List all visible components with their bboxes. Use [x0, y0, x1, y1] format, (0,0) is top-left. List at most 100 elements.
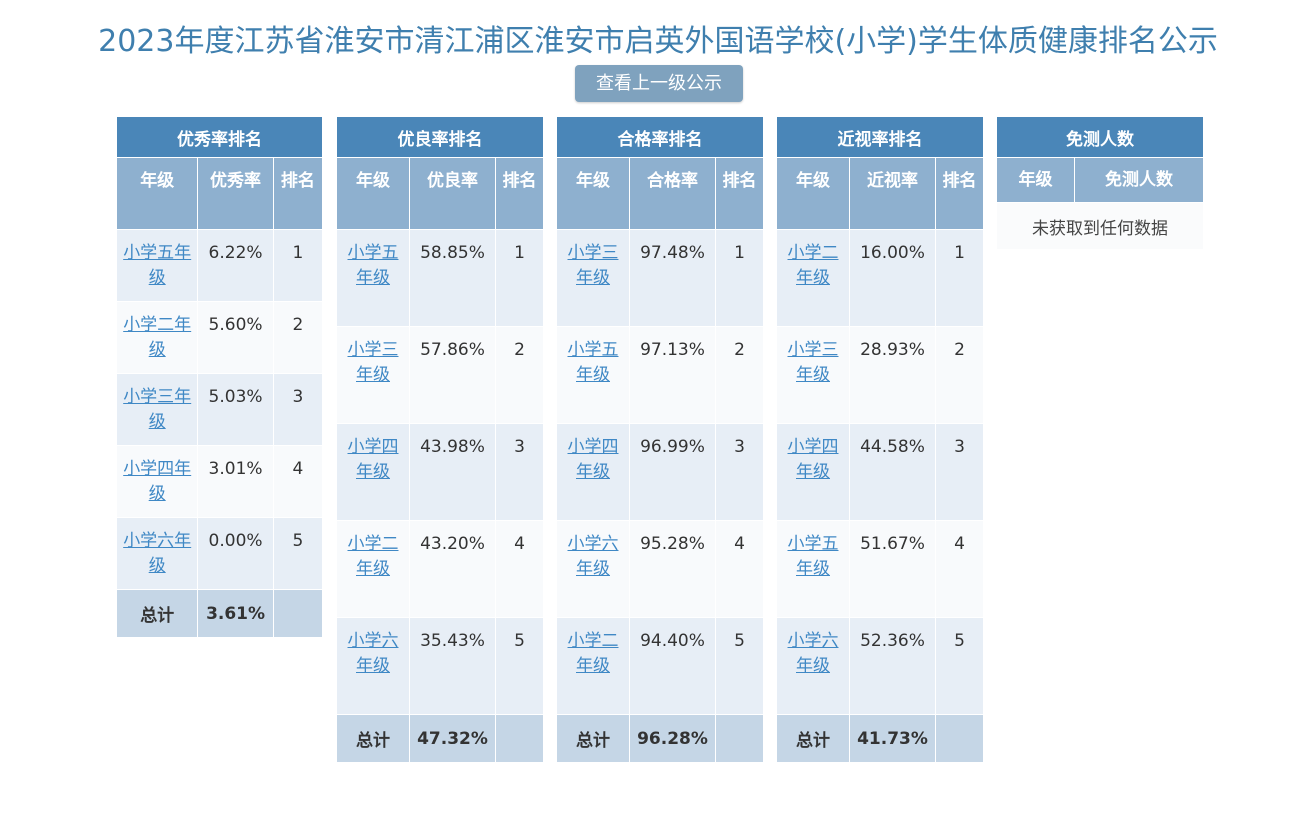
- grade-link[interactable]: 小学三年级: [123, 387, 192, 432]
- rank-value: 1: [494, 229, 545, 327]
- grade-link[interactable]: 小学六年级: [787, 631, 839, 676]
- column-header-rank: 排名: [934, 157, 985, 230]
- rank-value: 3: [494, 423, 545, 521]
- grade-link[interactable]: 小学六年级: [567, 534, 619, 579]
- grade-link[interactable]: 小学二年级: [567, 631, 619, 676]
- rank-value: 1: [714, 229, 765, 327]
- grade-link[interactable]: 小学六年级: [123, 531, 192, 576]
- table-row: 小学六年级 52.36% 5: [776, 617, 985, 715]
- grade-link[interactable]: 小学五年级: [123, 243, 192, 288]
- rate-value: 35.43%: [409, 617, 496, 715]
- rank-value: 4: [494, 520, 545, 618]
- total-label: 总计: [336, 714, 410, 763]
- rank-value: 2: [494, 326, 545, 424]
- column-header-rank: 排名: [494, 157, 545, 230]
- rank-value: 3: [714, 423, 765, 521]
- table-row: 小学四年级 3.01% 4: [115, 445, 324, 518]
- total-empty-cell: [714, 714, 765, 763]
- table-row: 小学三年级 97.48% 1: [556, 229, 765, 327]
- rate-value: 28.93%: [849, 326, 936, 424]
- table-caption: 免测人数: [996, 116, 1204, 158]
- column-header-grade: 年级: [996, 157, 1075, 203]
- grade-link[interactable]: 小学五年级: [347, 243, 399, 288]
- table-row: 小学四年级 44.58% 3: [776, 423, 985, 521]
- rate-value: 43.20%: [409, 520, 496, 618]
- pass-rate-table: 合格率排名 年级 合格率 排名 小学三年级 97.48% 1 小学五年级 97.…: [555, 116, 765, 763]
- column-header-rate: 优秀率: [197, 157, 274, 230]
- rate-value: 97.13%: [629, 326, 716, 424]
- table-row: 小学三年级 5.03% 3: [115, 373, 324, 446]
- table-caption: 优良率排名: [335, 116, 545, 158]
- grade-link[interactable]: 小学三年级: [567, 243, 619, 288]
- table-row: 小学二年级 43.20% 4: [336, 520, 545, 618]
- grade-link[interactable]: 小学二年级: [123, 315, 192, 360]
- table-row: 小学二年级 5.60% 2: [115, 301, 324, 374]
- grade-link[interactable]: 小学三年级: [347, 340, 399, 385]
- rank-value: 4: [934, 520, 985, 618]
- total-empty-cell: [494, 714, 545, 763]
- table-row: 小学五年级 58.85% 1: [336, 229, 545, 327]
- rate-value: 52.36%: [849, 617, 936, 715]
- total-row: 总计 41.73%: [776, 714, 985, 763]
- table-row: 小学五年级 6.22% 1: [115, 229, 324, 302]
- rate-value: 96.99%: [629, 423, 716, 521]
- view-parent-notice-button[interactable]: 查看上一级公示: [575, 65, 743, 102]
- grade-link[interactable]: 小学四年级: [123, 459, 192, 504]
- total-row: 总计 96.28%: [556, 714, 765, 763]
- rank-value: 1: [934, 229, 985, 327]
- total-value: 41.73%: [849, 714, 936, 763]
- rank-value: 3: [272, 373, 324, 446]
- rate-value: 44.58%: [849, 423, 936, 521]
- table-row: 小学六年级 35.43% 5: [336, 617, 545, 715]
- total-value: 96.28%: [629, 714, 716, 763]
- table-row: 小学五年级 97.13% 2: [556, 326, 765, 424]
- table-row: 小学三年级 57.86% 2: [336, 326, 545, 424]
- grade-link[interactable]: 小学四年级: [347, 437, 399, 482]
- table-row: 小学三年级 28.93% 2: [776, 326, 985, 424]
- column-header-rank: 排名: [272, 157, 324, 230]
- column-header-rate: 合格率: [629, 157, 716, 230]
- rank-value: 5: [272, 517, 324, 590]
- rank-value: 5: [494, 617, 545, 715]
- total-value: 47.32%: [409, 714, 496, 763]
- grade-link[interactable]: 小学四年级: [567, 437, 619, 482]
- grade-link[interactable]: 小学六年级: [347, 631, 399, 676]
- total-row: 总计 3.61%: [115, 589, 324, 638]
- rate-value: 57.86%: [409, 326, 496, 424]
- rate-value: 16.00%: [849, 229, 936, 327]
- rank-value: 2: [714, 326, 765, 424]
- rate-value: 5.60%: [197, 301, 274, 374]
- rate-value: 0.00%: [197, 517, 274, 590]
- exempt-count-panel: 免测人数 年级 免测人数 未获取到任何数据: [996, 116, 1204, 250]
- good-rate-table: 优良率排名 年级 优良率 排名 小学五年级 58.85% 1 小学三年级 57.…: [335, 116, 545, 763]
- rate-value: 43.98%: [409, 423, 496, 521]
- table-row: 小学四年级 43.98% 3: [336, 423, 545, 521]
- good-rate-panel: 优良率排名 年级 优良率 排名 小学五年级 58.85% 1 小学三年级 57.…: [335, 116, 545, 763]
- page-title: 2023年度江苏省淮安市清江浦区淮安市启英外国语学校(小学)学生体质健康排名公示: [98, 24, 1218, 59]
- rate-value: 6.22%: [197, 229, 274, 302]
- rate-value: 3.01%: [197, 445, 274, 518]
- column-header-grade: 年级: [776, 157, 850, 230]
- rate-value: 94.40%: [629, 617, 716, 715]
- rank-value: 4: [714, 520, 765, 618]
- grade-link[interactable]: 小学五年级: [787, 534, 839, 579]
- grade-link[interactable]: 小学五年级: [567, 340, 619, 385]
- rank-value: 5: [934, 617, 985, 715]
- table-caption: 合格率排名: [555, 116, 765, 158]
- rate-value: 5.03%: [197, 373, 274, 446]
- empty-data-message: 未获取到任何数据: [996, 202, 1204, 250]
- rank-value: 1: [272, 229, 324, 302]
- grade-link[interactable]: 小学二年级: [347, 534, 399, 579]
- rank-value: 3: [934, 423, 985, 521]
- rate-value: 58.85%: [409, 229, 496, 327]
- table-row: 小学五年级 51.67% 4: [776, 520, 985, 618]
- grade-link[interactable]: 小学三年级: [787, 340, 839, 385]
- column-header-rate: 优良率: [409, 157, 496, 230]
- table-row: 小学二年级 94.40% 5: [556, 617, 765, 715]
- grade-link[interactable]: 小学二年级: [787, 243, 839, 288]
- total-label: 总计: [776, 714, 850, 763]
- column-header-exempt-count: 免测人数: [1074, 157, 1204, 203]
- column-header-rank: 排名: [714, 157, 765, 230]
- grade-link[interactable]: 小学四年级: [787, 437, 839, 482]
- column-header-grade: 年级: [336, 157, 410, 230]
